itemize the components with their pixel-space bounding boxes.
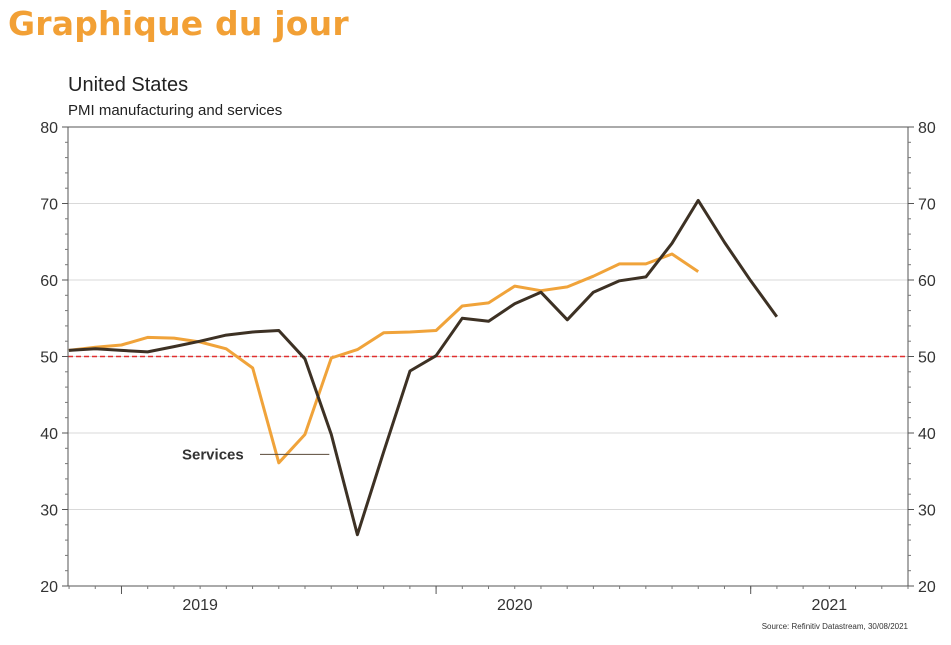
y-tick-label-left: 30 — [40, 503, 58, 520]
x-tick-label: 2019 — [182, 597, 218, 614]
grid-layer — [68, 126, 908, 587]
series-annotation-label: Services — [182, 446, 244, 463]
y-tick-label-left: 60 — [40, 273, 58, 290]
banner-title: Graphique du jour — [8, 4, 349, 43]
y-tick-label-left: 80 — [40, 120, 58, 137]
chart-title: United States — [68, 74, 189, 96]
chart-subtitle: PMI manufacturing and services — [68, 102, 283, 119]
series-line-services — [68, 198, 779, 537]
y-tick-label-right: 20 — [918, 579, 936, 596]
y-tick-label-left: 40 — [40, 426, 58, 443]
series-layer — [68, 198, 779, 537]
label-layer: Services Source: Refinitiv Datastream, 30… — [182, 446, 909, 631]
x-tick-label: 2021 — [812, 597, 848, 614]
series-line-manufacturing — [68, 252, 700, 465]
y-tick-label-right: 80 — [918, 120, 936, 137]
y-tick-label-left: 50 — [40, 350, 58, 367]
y-tick-label-right: 40 — [918, 426, 936, 443]
y-tick-label-left: 20 — [40, 579, 58, 596]
y-tick-label-right: 70 — [918, 197, 936, 214]
y-tick-label-right: 60 — [918, 273, 936, 290]
source-note: Source: Refinitiv Datastream, 30/08/2021 — [762, 622, 909, 631]
y-tick-label-left: 70 — [40, 197, 58, 214]
y-tick-label-right: 50 — [918, 350, 936, 367]
y-tick-label-right: 30 — [918, 503, 936, 520]
x-tick-label: 2020 — [497, 597, 533, 614]
